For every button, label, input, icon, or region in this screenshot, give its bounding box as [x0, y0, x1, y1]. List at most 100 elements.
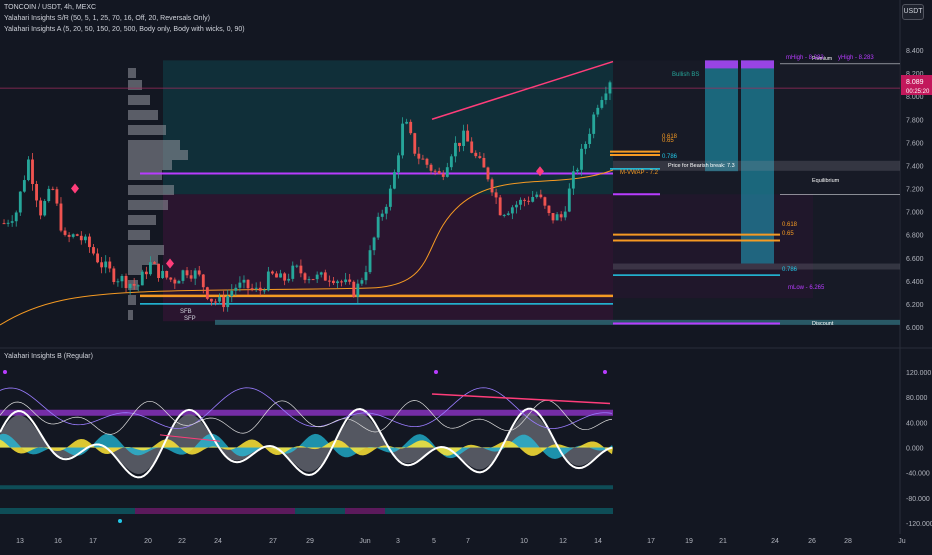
time-tick: 14	[594, 538, 602, 545]
candle-body	[63, 230, 67, 235]
oscillator-title[interactable]: Yalahari Insights B (Regular)	[4, 353, 93, 360]
candle-body	[287, 278, 291, 281]
candle-body	[563, 211, 567, 218]
candle-body	[140, 271, 144, 286]
level-label: mLow - 6.265	[788, 285, 825, 291]
osc-dot	[3, 370, 7, 374]
candle-body	[173, 279, 177, 284]
candle-body	[425, 158, 429, 165]
volume-profile-bar	[128, 310, 133, 320]
candle-body	[2, 223, 6, 225]
candle-body	[210, 298, 213, 302]
volume-profile-bar	[128, 295, 136, 305]
candle-body	[543, 197, 547, 206]
candle-body	[124, 275, 128, 289]
volume-profile-bar	[128, 95, 150, 105]
candle-body	[311, 279, 315, 281]
candle-body	[555, 214, 559, 221]
level-label: 0.786	[782, 267, 798, 273]
candle-body	[490, 179, 494, 193]
candle-body	[230, 290, 234, 297]
candle-body	[401, 123, 404, 156]
candle-body	[197, 270, 201, 275]
time-tick: Ju	[898, 538, 906, 545]
candle-body	[79, 235, 83, 241]
osc-tick: 40.000	[906, 420, 928, 427]
candle-body	[242, 279, 246, 283]
candle-body	[88, 236, 91, 248]
candle-body	[344, 279, 348, 283]
osc-lower-band	[0, 485, 613, 490]
level-label: 0.65	[662, 138, 674, 144]
candle-body	[437, 171, 441, 174]
candle-body	[43, 200, 47, 216]
indicator-legend-sr[interactable]: Yalahari Insights S/R (50, 5, 1, 25, 70,…	[4, 15, 210, 22]
time-tick: 26	[808, 538, 816, 545]
candle-body	[393, 172, 396, 189]
osc-status-bar	[345, 508, 385, 514]
osc-gray-area	[0, 413, 613, 475]
candle-body	[222, 297, 226, 308]
osc-upper-band	[0, 409, 613, 416]
candle-body	[376, 216, 380, 238]
level-label: yHigh - 8.283	[838, 55, 874, 61]
candle-body	[368, 250, 372, 273]
volume-profile-bar	[128, 245, 164, 255]
candle-body	[35, 184, 38, 201]
candle-body	[384, 206, 388, 214]
price-tick: 7.800	[906, 117, 924, 124]
osc-tick: -80.000	[906, 496, 930, 503]
price-tick: 6.600	[906, 256, 924, 263]
candle-body	[165, 270, 169, 278]
candle-body	[576, 169, 579, 172]
candle-body	[307, 279, 311, 281]
price-tick: 6.000	[906, 325, 924, 332]
indicator-legend-a[interactable]: Yalahari Insights A (5, 20, 50, 150, 20,…	[4, 26, 245, 33]
candle-body	[205, 287, 209, 299]
time-tick: 17	[89, 538, 97, 545]
candle-body	[59, 203, 63, 231]
symbol-title: TONCOIN / USDT, 4h, MEXC	[4, 4, 97, 11]
order-block-top	[741, 60, 774, 69]
candle-body	[291, 265, 295, 279]
candle-body	[409, 121, 413, 134]
candle-body	[539, 194, 543, 198]
candle-body	[600, 100, 604, 108]
volume-profile-bar	[128, 255, 158, 265]
candle-body	[193, 270, 197, 279]
candle-body	[112, 268, 116, 283]
candle-body	[283, 273, 287, 281]
candle-body	[494, 192, 498, 198]
candle-body	[413, 133, 417, 154]
candle-body	[506, 213, 510, 215]
candle-body	[486, 167, 490, 180]
candle-body	[380, 213, 384, 217]
level-label: mHigh - 8.283	[786, 55, 824, 61]
volume-profile-bar	[128, 170, 162, 180]
price-tick: 8.400	[906, 48, 924, 55]
candle-body	[18, 191, 22, 213]
level-label: Price for Bearish break: 7.3	[668, 163, 735, 169]
candle-body	[246, 279, 250, 289]
time-tick: 12	[559, 538, 567, 545]
candle-body	[132, 283, 136, 286]
candle-body	[319, 272, 323, 275]
candle-body	[31, 159, 34, 185]
osc-dot	[603, 370, 607, 374]
currency-button[interactable]: USDT	[902, 4, 924, 20]
volume-profile-bar	[128, 230, 150, 240]
candle-body	[136, 285, 140, 287]
candle-body	[458, 142, 461, 146]
time-tick: 5	[432, 538, 436, 545]
osc-tick: 120.000	[906, 370, 931, 377]
candle-body	[588, 133, 592, 144]
time-tick: 17	[647, 538, 655, 545]
candle-body	[433, 170, 437, 172]
reversal-diamond	[71, 183, 79, 194]
osc-tick: -40.000	[906, 471, 930, 478]
candle-body	[262, 290, 266, 292]
candle-body	[454, 142, 457, 157]
volume-profile-bar	[128, 140, 180, 150]
